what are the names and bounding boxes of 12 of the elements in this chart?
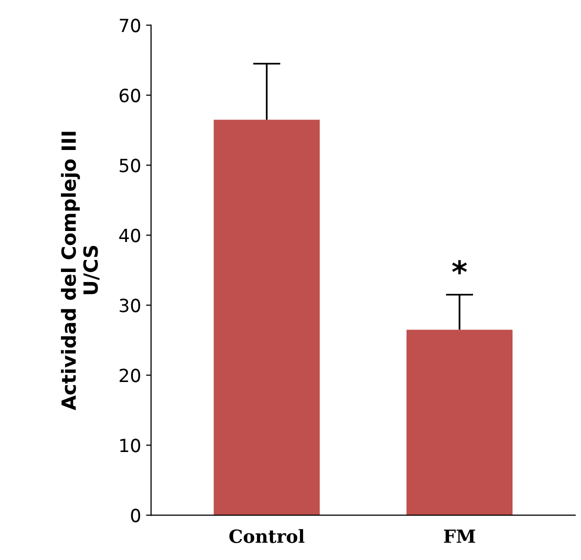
y-tick-label: 20 (120, 368, 140, 382)
y-tick-label: 30 (120, 298, 140, 312)
y-tick-label: 60 (120, 88, 140, 102)
annotation: * (452, 260, 467, 274)
x-tick-label: Control (229, 529, 304, 544)
y-tick-label: 50 (120, 158, 140, 172)
y-tick-label: 70 (120, 18, 140, 32)
y-axis-title: Actividad del Complejo III U/CS (60, 132, 100, 410)
y-tick-label: 10 (120, 438, 140, 452)
y-tick-label: 40 (119, 228, 140, 242)
x-tick-label: FM (444, 530, 476, 543)
y-tick-label: 0 (131, 508, 140, 522)
